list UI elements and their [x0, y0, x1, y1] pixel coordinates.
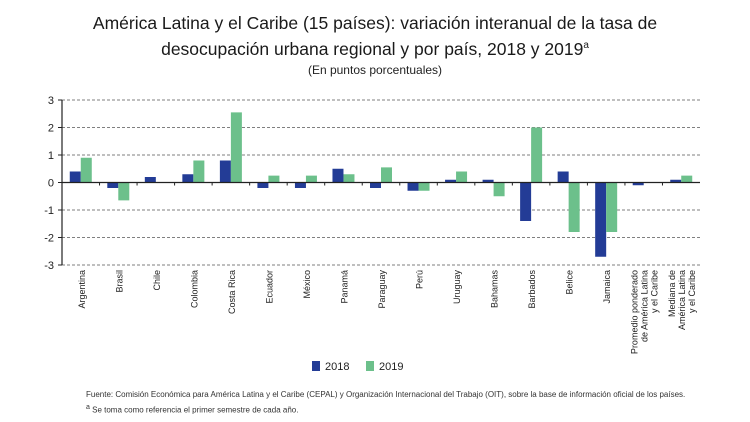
- x-tick-label: Argentina: [77, 270, 87, 309]
- bar-2018: [69, 171, 81, 183]
- bar-2018: [632, 182, 644, 186]
- x-tick-label: Promedio ponderadode América Latinay el …: [630, 270, 660, 354]
- x-tick-label: Brasil: [114, 270, 124, 293]
- x-tick-label: Ecuador: [264, 270, 274, 304]
- bar-2019: [531, 127, 543, 183]
- x-tick-label: Uruguay: [452, 270, 462, 305]
- source-note: Fuente: Comisión Económica para América …: [86, 390, 686, 399]
- y-tick-label: 3: [48, 95, 54, 107]
- bar-2018: [107, 182, 119, 188]
- bar-2018: [595, 182, 607, 257]
- legend-label-2019: 2019: [379, 361, 403, 373]
- bar-2018: [219, 160, 231, 183]
- chart-title: América Latina y el Caribe (15 países): …: [92, 13, 658, 33]
- x-tick-label: Belice: [565, 270, 575, 295]
- y-tick-label: -1: [44, 205, 54, 217]
- y-tick-label: -3: [44, 260, 54, 272]
- x-tick-label: Panamá: [339, 270, 349, 304]
- bar-2019: [681, 175, 693, 183]
- legend-swatch-2018: [312, 361, 320, 371]
- y-tick-label: 1: [48, 150, 54, 162]
- bar-2019: [343, 174, 355, 183]
- bar-2018: [332, 168, 344, 183]
- bar-2019: [493, 182, 505, 197]
- bar-2018: [144, 177, 156, 183]
- bar-2018: [407, 182, 419, 191]
- x-tick-label: Mediana deAmérica Latinay el Caribe: [667, 270, 697, 330]
- bar-2018: [182, 174, 194, 183]
- bar-2018: [257, 182, 269, 188]
- y-tick-label: -2: [44, 233, 54, 245]
- bar-2018: [294, 182, 306, 188]
- bar-2019: [568, 182, 580, 232]
- bar-2018: [482, 179, 494, 183]
- bar-2019: [230, 112, 242, 183]
- bar-2019: [193, 160, 205, 183]
- x-tick-label: Colombia: [189, 270, 199, 308]
- chart-subtitle: (En puntos porcentuales): [307, 63, 443, 77]
- x-tick-label: Barbados: [527, 270, 537, 309]
- bar-2019: [606, 182, 618, 232]
- legend-swatch-2019: [366, 361, 374, 371]
- bar-2019: [456, 171, 468, 183]
- x-tick-label: Chile: [152, 270, 162, 291]
- bar-2019: [268, 175, 280, 183]
- x-tick-label: Paraguay: [377, 270, 387, 309]
- footnote-a: a Se toma como referencia el primer seme…: [86, 404, 299, 415]
- bar-2019: [381, 167, 392, 183]
- bar-2019: [118, 182, 130, 201]
- bar-2018: [370, 182, 381, 188]
- x-tick-label: Bahamas: [490, 270, 500, 309]
- y-tick-label: 0: [48, 178, 54, 190]
- bar-2018: [557, 171, 569, 183]
- bar-2019: [305, 175, 317, 183]
- legend-label-2018: 2018: [325, 361, 349, 373]
- x-tick-label: Jamaica: [602, 270, 612, 304]
- x-tick-label: Perú: [415, 270, 425, 289]
- x-tick-label: México: [302, 270, 312, 299]
- chart-title-line2: desocupación urbana regional y por país,…: [161, 38, 589, 59]
- bar-2018: [670, 179, 682, 183]
- bar-2019: [418, 182, 430, 191]
- bar-2019: [80, 157, 92, 183]
- x-tick-label: Costa Rica: [227, 270, 237, 314]
- bar-2018: [520, 182, 532, 221]
- y-tick-label: 2: [48, 123, 54, 135]
- bar-2018: [445, 179, 457, 183]
